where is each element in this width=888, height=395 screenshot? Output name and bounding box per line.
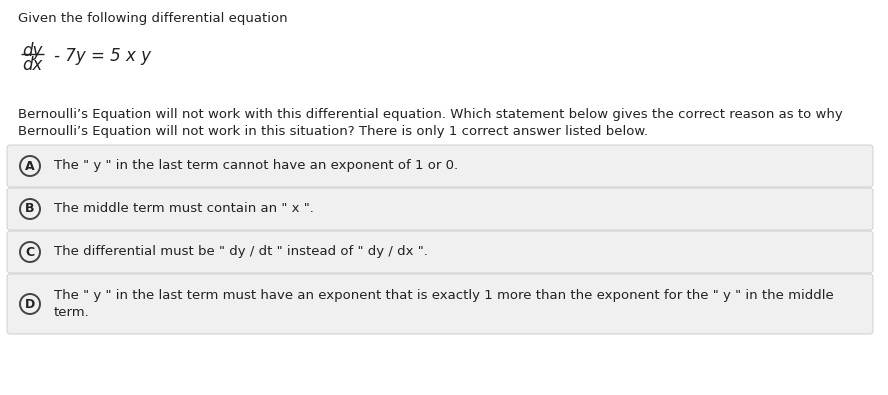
Text: B: B <box>25 203 35 216</box>
Text: Bernoulli’s Equation will not work in this situation? There is only 1 correct an: Bernoulli’s Equation will not work in th… <box>18 125 648 138</box>
Text: Bernoulli’s Equation will not work with this differential equation. Which statem: Bernoulli’s Equation will not work with … <box>18 108 843 121</box>
FancyBboxPatch shape <box>7 188 873 230</box>
Text: The " y " in the last term must have an exponent that is exactly 1 more than the: The " y " in the last term must have an … <box>54 288 834 301</box>
Text: The middle term must contain an " x ".: The middle term must contain an " x ". <box>54 203 313 216</box>
Text: The differential must be " dy / dt " instead of " dy / dx ".: The differential must be " dy / dt " ins… <box>54 246 428 258</box>
Text: dx: dx <box>22 56 43 74</box>
FancyBboxPatch shape <box>7 231 873 273</box>
FancyBboxPatch shape <box>7 274 873 334</box>
Text: term.: term. <box>54 307 90 320</box>
Text: A: A <box>25 160 35 173</box>
Text: The " y " in the last term cannot have an exponent of 1 or 0.: The " y " in the last term cannot have a… <box>54 160 458 173</box>
Text: Given the following differential equation: Given the following differential equatio… <box>18 12 288 25</box>
Text: dy: dy <box>22 42 43 60</box>
Text: D: D <box>25 297 36 310</box>
Text: - 7y = 5 x y: - 7y = 5 x y <box>54 47 151 65</box>
Text: C: C <box>26 246 35 258</box>
FancyBboxPatch shape <box>7 145 873 187</box>
